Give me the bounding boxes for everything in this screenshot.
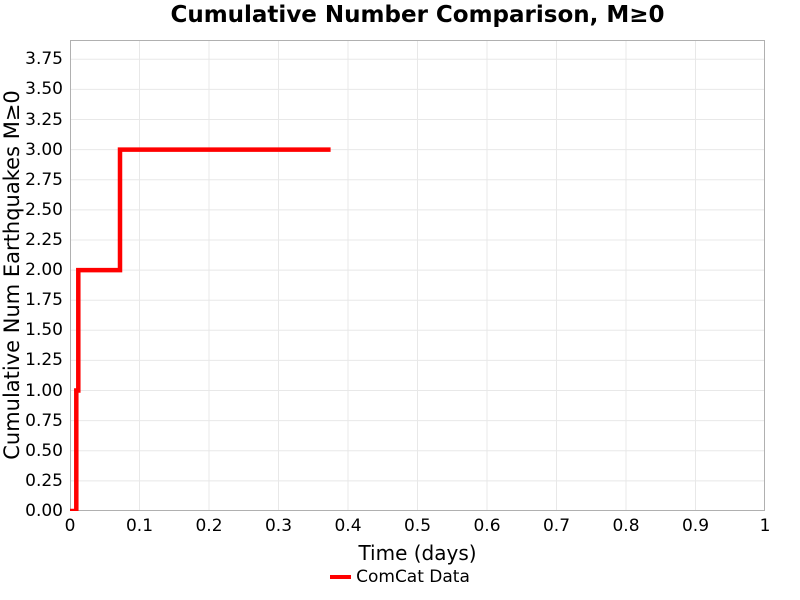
- y-tick-label: 1.00: [25, 380, 63, 401]
- y-tick-label: 0.25: [25, 470, 63, 491]
- plot-border: [70, 40, 765, 511]
- plot-area: [70, 40, 765, 511]
- y-tick-label: 0.50: [25, 440, 63, 461]
- x-tick-label: 0.9: [681, 516, 710, 536]
- y-tick-label: 2.75: [25, 169, 63, 190]
- y-tick-label: 3.00: [25, 139, 63, 160]
- x-tick-label: 0.5: [403, 516, 432, 536]
- legend: ComCat Data: [0, 567, 800, 587]
- x-tick-label: 0.8: [612, 516, 640, 536]
- y-tick-label: 2.00: [25, 260, 63, 281]
- y-tick-label: 3.25: [25, 109, 63, 130]
- x-axis-label: Time (days): [358, 541, 477, 565]
- x-tick-label: 0.1: [125, 516, 154, 536]
- x-tick-label: 0.4: [334, 516, 362, 536]
- chart-title: Cumulative Number Comparison, M≥0: [170, 2, 665, 28]
- x-tick-label: 0.3: [264, 516, 293, 536]
- x-tick-label: 0: [64, 516, 76, 536]
- x-tick-label: 0.7: [542, 516, 571, 536]
- legend-line-sample: [330, 575, 352, 579]
- y-tick-label: 1.50: [25, 320, 63, 341]
- y-tick-label: 1.25: [25, 350, 63, 371]
- y-tick-label: 3.50: [25, 79, 63, 100]
- y-tick-label: 0.75: [25, 410, 63, 431]
- y-tick-label: 1.75: [25, 290, 63, 311]
- series-line-comcat-data: [70, 147, 331, 511]
- x-tick-label: 1: [759, 516, 771, 536]
- x-tick-label: 0.6: [473, 516, 501, 536]
- x-tick-label: 0.2: [195, 516, 223, 536]
- y-tick-label: 2.25: [25, 229, 63, 250]
- y-tick-label: 3.75: [25, 49, 63, 70]
- y-tick-label: 0.00: [25, 501, 63, 521]
- legend-label: ComCat Data: [356, 567, 470, 587]
- y-tick-label: 2.50: [25, 199, 63, 220]
